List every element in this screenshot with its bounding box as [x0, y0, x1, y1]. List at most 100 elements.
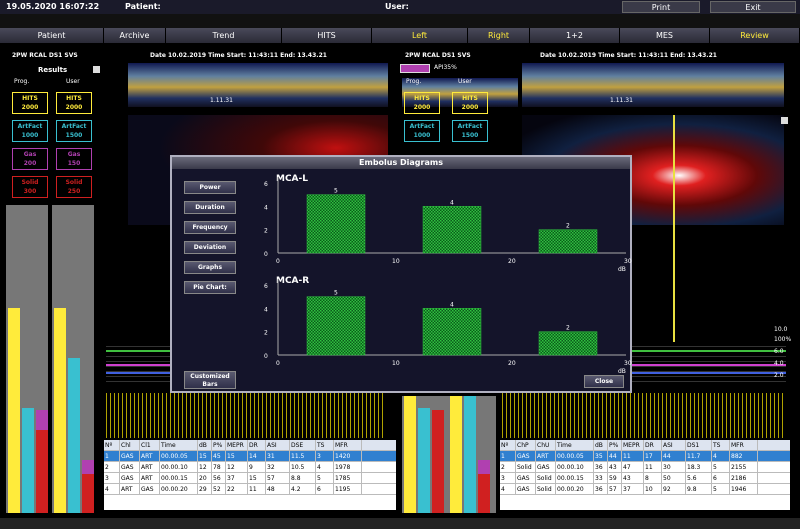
solid-prog-box: Solid 300 — [12, 176, 48, 198]
table-row[interactable]: 3 GAS ART 00.00.15 20 56 37 15 57 8.8 5 1785 — [104, 473, 396, 484]
solid-prog-bar — [36, 430, 48, 513]
left-trend-overview[interactable] — [128, 63, 388, 107]
scale-4: 4.0 — [774, 360, 784, 367]
table-cell: 78 — [212, 462, 226, 472]
tab-trend[interactable]: Trend — [166, 28, 282, 43]
table-cell: ART — [140, 473, 160, 483]
artfact-user-box[interactable]: ArtFact 1500 — [56, 120, 92, 142]
table-cell: 17 — [644, 451, 662, 461]
table-cell: 56 — [212, 473, 226, 483]
table-cell: 4 — [316, 462, 334, 472]
table-cell: 18.3 — [686, 462, 712, 472]
table-row[interactable]: 2 Solid GAS 00.00.10 36 43 47 11 30 18.3 5 2155 — [500, 462, 790, 473]
tab-mes[interactable]: MES — [620, 28, 710, 43]
table-header: Nº ChP ChU Time dB P% MEPR DR ASI DS1 TS MFR — [500, 440, 790, 451]
table-cell: GAS — [516, 451, 536, 461]
table-cell: 29 — [198, 484, 212, 494]
table-cell: 22 — [226, 484, 248, 494]
column-header: Nº — [104, 440, 120, 450]
graphs-button[interactable]: Graphs — [184, 261, 236, 274]
table-row[interactable]: 4 ART GAS 00.00.20 29 52 22 11 48 4.2 6 1195 — [104, 484, 396, 495]
table-row[interactable]: 3 GAS Solid 00.00.15 33 59 43 8 50 5.6 6 2186 — [500, 473, 790, 484]
tab-right[interactable]: Right — [468, 28, 530, 43]
table-cell: 92 — [662, 484, 686, 494]
tab-hits[interactable]: HITS — [282, 28, 372, 43]
patient-label: Patient: — [125, 2, 161, 11]
table-cell: 2 — [104, 462, 120, 472]
duration-button[interactable]: Duration — [184, 201, 236, 214]
table-cell: 00.00.05 — [556, 451, 594, 461]
hits-user-box[interactable]: HITS 2000 — [56, 92, 92, 114]
api-slider[interactable] — [400, 64, 430, 73]
column-header: dB — [198, 440, 212, 450]
user-label: User: — [385, 2, 409, 11]
x-tick-label: 0 — [276, 258, 280, 265]
x-tick-label: 10 — [392, 258, 400, 265]
gas-user-box[interactable]: Gas 150 — [56, 148, 92, 170]
table-cell: GAS — [516, 473, 536, 483]
table-cell: 5 — [316, 473, 334, 483]
table-cell: 2186 — [730, 473, 758, 483]
frequency-button[interactable]: Frequency — [184, 221, 236, 234]
table-cell: 1 — [500, 451, 516, 461]
table-cell: 3 — [104, 473, 120, 483]
right-artfact-user-box[interactable]: ArtFact 1500 — [452, 120, 488, 142]
table-row[interactable]: 2 GAS ART 00.00.10 12 78 12 9 32 10.5 4 1978 — [104, 462, 396, 473]
right-hits-user-box[interactable]: HITS 2000 — [452, 92, 488, 114]
y-tick-label: 6 — [264, 283, 268, 290]
table-cell: 36 — [594, 462, 608, 472]
column-header: Chl — [120, 440, 140, 450]
tab-both[interactable]: 1+2 — [530, 28, 620, 43]
column-header: ASI — [266, 440, 290, 450]
table-row[interactable]: 1 GAS ART 00.00.05 35 44 11 17 44 11.7 4 882 — [500, 451, 790, 462]
table-cell: 4 — [500, 484, 516, 494]
pie-chart-button[interactable]: Pie Chart: — [184, 281, 236, 294]
table-cell: 37 — [622, 484, 644, 494]
deviation-button[interactable]: Deviation — [184, 241, 236, 254]
right-prog-label: Prog. — [406, 78, 422, 85]
column-header: dB — [594, 440, 608, 450]
table-row[interactable]: 1 GAS ART 00.00.05 15 45 15 14 31 11.5 3 1420 — [104, 451, 396, 462]
table-cell: 4 — [104, 484, 120, 494]
scale-2: 2.0 — [774, 372, 784, 379]
table-cell: 9.8 — [686, 484, 712, 494]
solid-user-bar — [82, 474, 94, 513]
exit-button[interactable]: Exit — [710, 1, 796, 13]
table-cell: 48 — [266, 484, 290, 494]
right-hits-user-bar — [450, 396, 462, 513]
y-tick-label: 2 — [264, 228, 268, 235]
column-header: Time — [160, 440, 198, 450]
tab-archive[interactable]: Archive — [104, 28, 166, 43]
top-spacer — [0, 14, 800, 28]
datetime: 19.05.2020 16:07:22 — [6, 2, 100, 11]
right-cursor-line[interactable] — [673, 115, 675, 365]
table-cell: 1978 — [334, 462, 362, 472]
customized-bars-button[interactable]: Customized Bars — [184, 371, 236, 389]
left-events-table[interactable]: Nº Chl Cl1 Time dB P% MEPR DR ASI DSE TS MFR 1 GAS ART… — [104, 440, 396, 510]
results-checkbox[interactable] — [93, 66, 100, 73]
right-trend-overview[interactable] — [522, 63, 784, 107]
tab-left[interactable]: Left — [372, 28, 468, 43]
tab-review[interactable]: Review — [710, 28, 800, 43]
right-events-table[interactable]: Nº ChP ChU Time dB P% MEPR DR ASI DS1 TS MFR 1 GAS ART… — [500, 440, 790, 510]
column-header: TS — [712, 440, 730, 450]
print-button[interactable]: Print — [622, 1, 700, 13]
x-tick-label: 20 — [508, 258, 516, 265]
tab-patient[interactable]: Patient — [0, 28, 104, 43]
right-hits-trace — [502, 393, 784, 438]
x-tick-label: 30 — [624, 360, 632, 367]
close-button[interactable]: Close — [584, 375, 624, 388]
gas-prog-box: Gas 200 — [12, 148, 48, 170]
chart-bar — [538, 229, 598, 254]
scale-100: 100% — [774, 336, 792, 343]
table-cell: 43 — [608, 462, 622, 472]
y-tick-label: 0 — [264, 251, 268, 258]
x-tick-label: 10 — [392, 360, 400, 367]
power-button[interactable]: Power — [184, 181, 236, 194]
right-checkbox[interactable] — [781, 117, 788, 124]
column-header: DR — [248, 440, 266, 450]
table-row[interactable]: 4 GAS Solid 00.00.20 36 57 37 10 92 9.8 5 1946 — [500, 484, 790, 495]
solid-user-box[interactable]: Solid 250 — [56, 176, 92, 198]
table-cell: 11 — [622, 451, 644, 461]
table-cell: 35 — [594, 451, 608, 461]
